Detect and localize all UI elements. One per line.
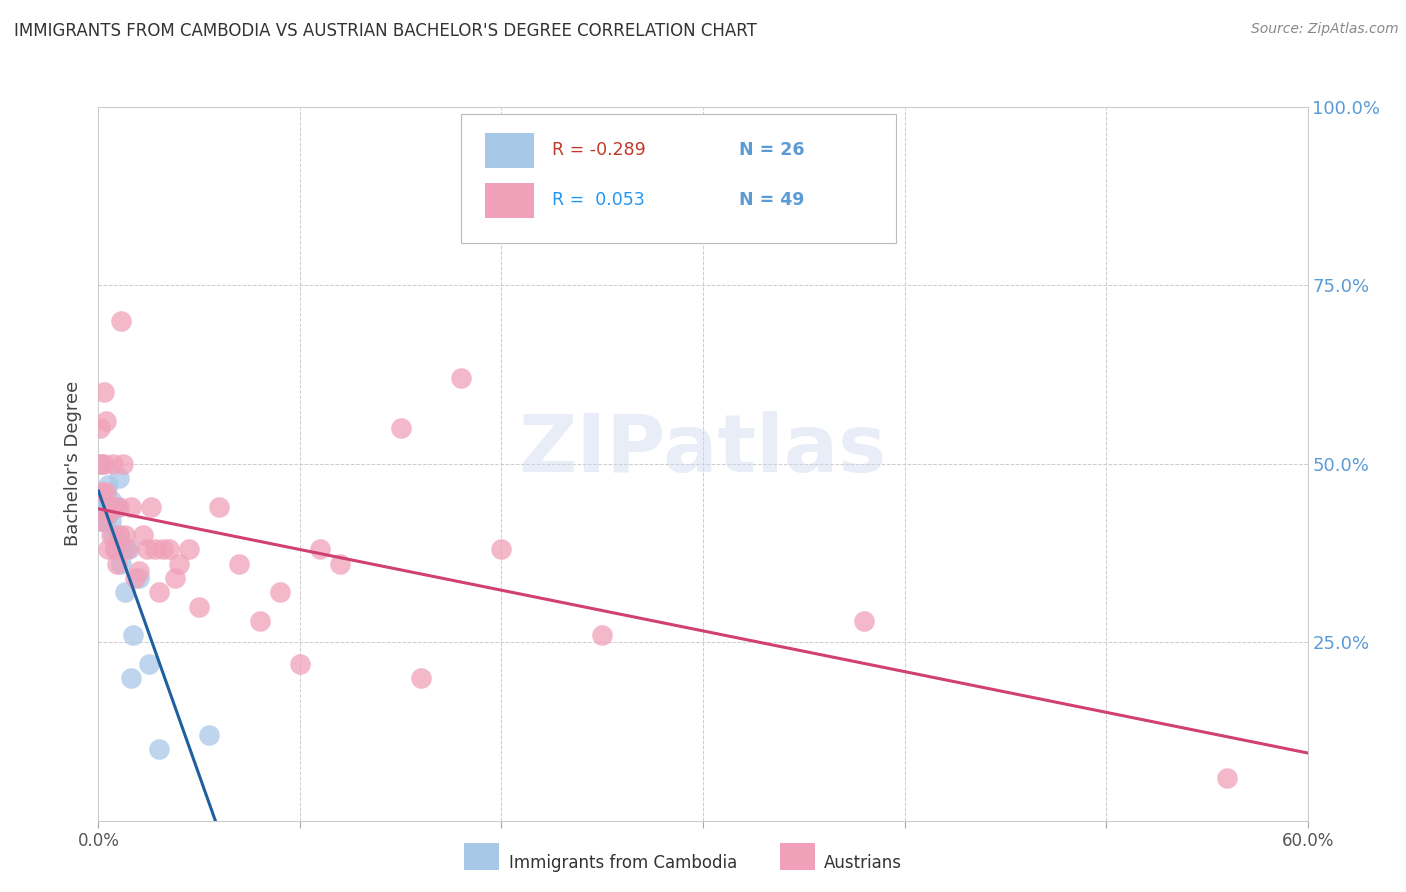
Point [103, 542, 125, 557]
Point [124, 571, 146, 585]
Point [96, 414, 118, 428]
Point [118, 542, 141, 557]
Point [103, 542, 125, 557]
Point [96, 500, 118, 514]
Point [89, 457, 111, 471]
Point [91, 500, 114, 514]
Point [101, 500, 124, 514]
Point [93, 514, 115, 528]
Point [97, 542, 120, 557]
Point [450, 371, 472, 385]
Text: IMMIGRANTS FROM CAMBODIA VS AUSTRIAN BACHELOR'S DEGREE CORRELATION CHART: IMMIGRANTS FROM CAMBODIA VS AUSTRIAN BAC… [14, 22, 756, 40]
Point [143, 542, 166, 557]
Point [128, 571, 150, 585]
Point [107, 528, 129, 542]
Point [100, 492, 122, 507]
Point [157, 542, 180, 557]
Point [167, 557, 190, 571]
Point [89, 421, 111, 435]
Point [120, 671, 142, 685]
Point [100, 514, 122, 528]
Text: Immigrants from Cambodia: Immigrants from Cambodia [509, 854, 737, 871]
Point [148, 742, 170, 756]
Point [121, 628, 143, 642]
Point [591, 628, 613, 642]
Point [148, 585, 170, 599]
Point [389, 421, 412, 435]
Point [853, 614, 876, 628]
FancyBboxPatch shape [461, 114, 897, 243]
Point [120, 500, 142, 514]
Point [89, 514, 111, 528]
Point [135, 542, 157, 557]
Point [269, 585, 291, 599]
Point [105, 557, 128, 571]
Text: ZIPatlas: ZIPatlas [519, 410, 887, 489]
Point [114, 528, 136, 542]
Point [110, 557, 132, 571]
Point [101, 528, 124, 542]
Text: N = 49: N = 49 [740, 191, 804, 209]
Point [100, 528, 122, 542]
Point [132, 528, 155, 542]
Point [309, 542, 332, 557]
Point [188, 599, 211, 614]
Y-axis label: Bachelor's Degree: Bachelor's Degree [65, 381, 83, 547]
Point [107, 471, 129, 485]
Point [96, 514, 118, 528]
Text: R =  0.053: R = 0.053 [553, 191, 644, 209]
Point [329, 557, 352, 571]
Point [491, 542, 513, 557]
Point [93, 500, 115, 514]
Point [91, 457, 114, 471]
Point [409, 671, 432, 685]
Point [96, 485, 118, 500]
Text: Source: ZipAtlas.com: Source: ZipAtlas.com [1251, 22, 1399, 37]
Text: Austrians: Austrians [824, 854, 901, 871]
Point [163, 571, 186, 585]
Point [208, 500, 231, 514]
Point [249, 614, 271, 628]
Point [288, 657, 311, 671]
Point [139, 500, 162, 514]
Point [91, 485, 114, 500]
Point [110, 314, 132, 328]
Text: R = -0.289: R = -0.289 [553, 141, 645, 159]
Point [228, 557, 250, 571]
Point [91, 514, 114, 528]
Point [93, 457, 115, 471]
Point [101, 457, 124, 471]
Point [97, 478, 120, 492]
Bar [485, 134, 534, 168]
Point [107, 500, 129, 514]
Point [107, 528, 129, 542]
Point [138, 657, 160, 671]
Point [111, 457, 134, 471]
Bar [485, 184, 534, 218]
Point [198, 728, 221, 742]
Point [97, 507, 120, 521]
Point [179, 542, 201, 557]
Point [115, 542, 138, 557]
Point [114, 585, 136, 599]
Point [111, 542, 134, 557]
Point [1216, 771, 1239, 785]
Point [105, 500, 128, 514]
Point [152, 542, 174, 557]
Point [128, 564, 150, 578]
Point [93, 385, 115, 400]
Point [97, 507, 120, 521]
Text: N = 26: N = 26 [740, 141, 804, 159]
